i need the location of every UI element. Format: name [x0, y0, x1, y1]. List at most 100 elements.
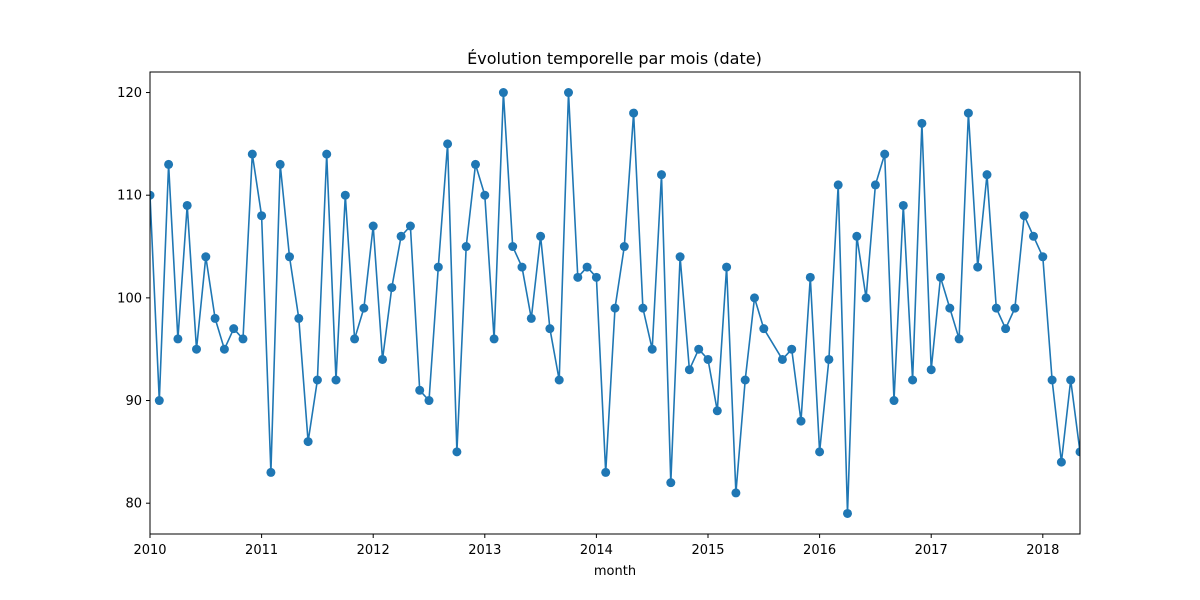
data-point	[368, 221, 378, 231]
data-point	[889, 396, 899, 406]
data-point	[629, 108, 639, 118]
y-tick-label: 80	[125, 497, 142, 512]
data-point	[359, 303, 369, 313]
chart-title: Évolution temporelle par mois (date)	[467, 49, 762, 68]
data-point	[954, 334, 964, 344]
data-point	[331, 375, 341, 385]
data-point	[898, 200, 908, 210]
data-points	[150, 88, 1080, 518]
data-point	[173, 334, 183, 344]
data-point	[945, 303, 955, 313]
data-point	[480, 190, 490, 200]
x-tick-label: 2016	[803, 543, 836, 558]
data-point	[1047, 375, 1057, 385]
data-point	[991, 303, 1001, 313]
data-point	[908, 375, 918, 385]
data-point	[591, 272, 601, 282]
data-point	[415, 385, 425, 395]
data-point	[694, 344, 704, 354]
data-point	[1010, 303, 1020, 313]
data-point	[750, 293, 759, 303]
data-point	[573, 272, 583, 282]
data-point	[238, 334, 248, 344]
x-tick-label: 2010	[133, 543, 166, 558]
data-point	[192, 344, 201, 354]
data-point	[396, 231, 406, 241]
data-point	[489, 334, 499, 344]
data-point	[815, 447, 825, 457]
x-axis: 2010 2011 2012 2013 2014 2015 2016 2017 2018	[133, 534, 1059, 558]
data-point	[833, 180, 843, 190]
data-point	[340, 190, 350, 200]
data-point	[777, 354, 787, 364]
data-point	[852, 231, 862, 241]
data-point	[452, 447, 462, 457]
series-line	[150, 91, 1080, 515]
data-point	[266, 467, 276, 477]
data-point	[471, 159, 480, 169]
data-point	[1001, 324, 1011, 334]
data-point	[805, 272, 815, 282]
data-point	[164, 159, 174, 169]
data-point	[554, 375, 564, 385]
data-point	[564, 88, 573, 98]
data-point	[275, 159, 285, 169]
data-point	[545, 324, 555, 334]
x-tick-label: 2014	[580, 543, 613, 558]
x-tick-label: 2017	[915, 543, 948, 558]
data-point	[787, 344, 797, 354]
data-point	[824, 354, 834, 364]
data-point	[1029, 231, 1038, 241]
data-point	[601, 467, 611, 477]
data-point	[666, 478, 676, 488]
data-point	[647, 344, 657, 354]
data-point	[312, 375, 322, 385]
data-point	[498, 88, 508, 98]
data-point	[1075, 447, 1080, 457]
data-point	[982, 170, 992, 180]
data-point	[1038, 252, 1048, 262]
data-point	[759, 324, 769, 334]
data-point	[508, 242, 518, 252]
data-point	[610, 303, 620, 313]
data-point	[712, 406, 722, 416]
data-point	[582, 262, 592, 272]
data-point	[294, 313, 304, 323]
data-point	[387, 283, 397, 293]
data-point	[257, 211, 267, 221]
y-tick-label: 100	[117, 291, 142, 306]
data-point	[443, 139, 453, 149]
data-point	[936, 272, 945, 282]
y-tick-label: 90	[125, 394, 142, 409]
data-point	[247, 149, 257, 159]
data-point	[322, 149, 332, 159]
data-point	[675, 252, 685, 262]
data-point	[963, 108, 973, 118]
data-point	[870, 180, 880, 190]
data-point	[796, 416, 806, 426]
data-point	[917, 118, 927, 128]
data-point	[461, 242, 471, 252]
data-point	[731, 488, 741, 498]
data-point	[517, 262, 527, 272]
y-axis: 80 90 100 110 120	[117, 86, 150, 512]
data-point	[303, 437, 313, 447]
data-point	[433, 262, 443, 272]
x-tick-label: 2018	[1026, 543, 1059, 558]
data-point	[619, 242, 629, 252]
data-point	[285, 252, 294, 262]
data-point	[150, 190, 155, 200]
data-point	[1019, 211, 1029, 221]
y-tick-label: 110	[117, 189, 142, 204]
data-point	[182, 200, 192, 210]
data-point	[424, 396, 434, 406]
data-point	[684, 365, 694, 375]
data-point	[536, 231, 546, 241]
data-point	[740, 375, 750, 385]
x-tick-label: 2015	[691, 543, 724, 558]
y-tick-label: 120	[117, 86, 142, 101]
plot-frame	[149, 71, 1081, 535]
data-point	[154, 396, 164, 406]
